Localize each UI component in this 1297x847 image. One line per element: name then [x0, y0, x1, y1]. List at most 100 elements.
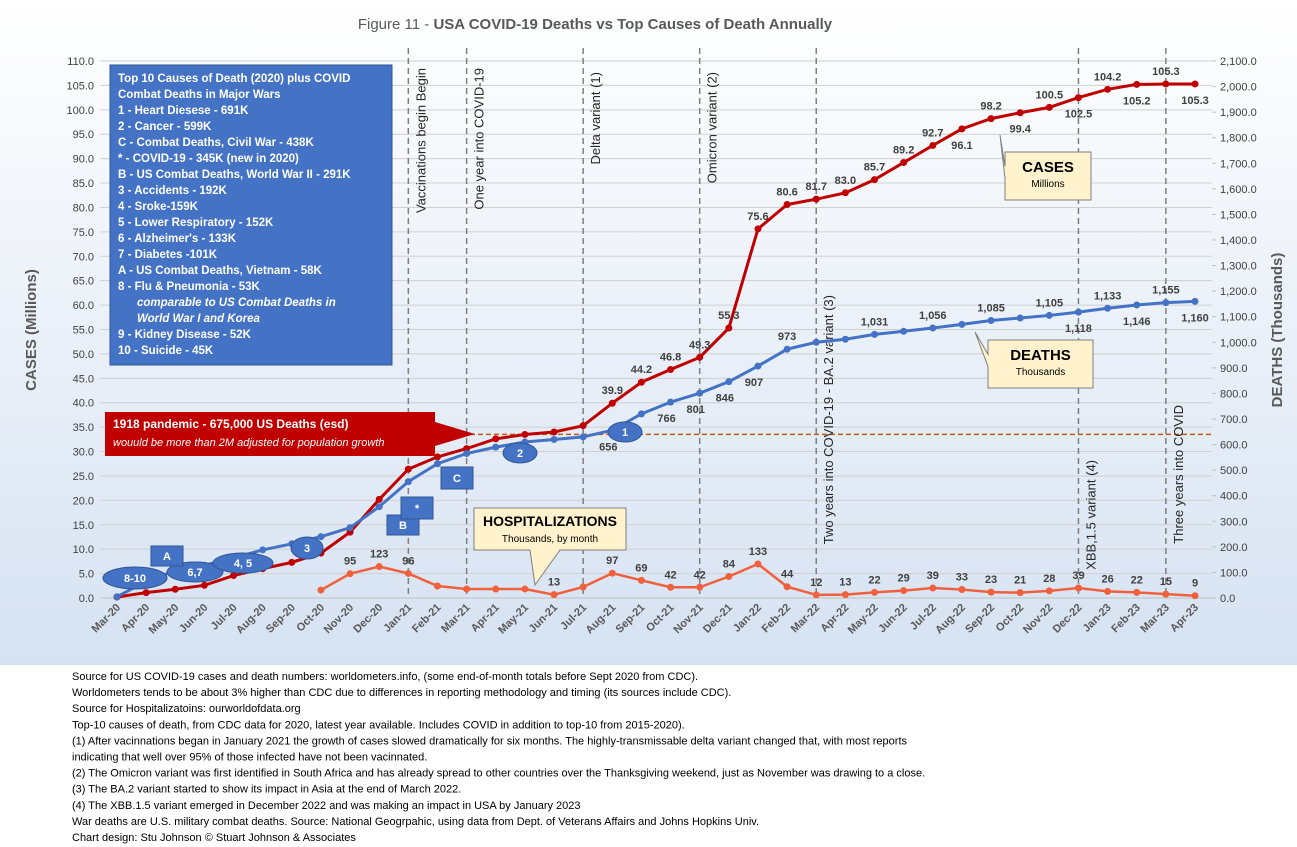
data-point: [1133, 80, 1141, 88]
data-label: 83.0: [835, 175, 856, 187]
data-point: [200, 581, 208, 589]
data-point: [725, 378, 733, 386]
data-label: 9: [1192, 578, 1198, 590]
legend-subtitle: Thousands, by month: [502, 534, 598, 545]
data-point: [113, 593, 121, 601]
data-label: 1,160: [1181, 312, 1209, 324]
legend-callout: HOSPITALIZATIONS Thousands, by month: [473, 507, 627, 587]
data-label: 33: [956, 572, 968, 584]
data-point: [433, 460, 441, 468]
y-tick-label: 65.0: [73, 276, 94, 288]
data-label: 1,118: [1065, 323, 1092, 335]
y2-tick-label: 1,000.0: [1220, 337, 1257, 349]
data-point: [725, 324, 733, 332]
data-point: [871, 330, 879, 338]
data-label: 92.7: [922, 127, 943, 139]
data-point: [550, 428, 558, 436]
data-label: 1,105: [1036, 297, 1064, 309]
causes-line: comparable to US Combat Deaths in: [137, 297, 336, 309]
y2-tick-label: 1,200.0: [1220, 286, 1257, 298]
y2-tick-label: 2,100.0: [1220, 56, 1257, 68]
y2-tick-label: 1,700.0: [1220, 158, 1257, 170]
data-point: [900, 159, 908, 167]
data-point: [754, 362, 762, 370]
data-label: 105.2: [1123, 95, 1151, 107]
data-label: 95: [344, 556, 356, 568]
causes-line: 7 - Diabetes -101K: [118, 249, 218, 261]
data-label: 1,146: [1123, 316, 1151, 328]
causes-line: 6 - Alzheimer's - 133K: [118, 233, 237, 245]
cause-marker-label: C: [453, 473, 461, 485]
y-tick-label: 45.0: [73, 373, 94, 385]
callout-shape: [999, 134, 1092, 201]
data-label: 39: [1072, 570, 1084, 582]
data-point: [1074, 94, 1082, 102]
data-point: [783, 583, 791, 591]
data-point: [550, 435, 558, 443]
footer-line: Chart design: Stu Johnson © Stuart Johns…: [72, 832, 356, 844]
y2-tick-label: 800.0: [1220, 388, 1248, 400]
footer-line: Top-10 causes of death, from CDC data fo…: [72, 719, 685, 731]
data-label: 69: [635, 562, 647, 574]
data-point: [812, 338, 820, 346]
footer-line: War deaths are U.S. military combat deat…: [72, 816, 759, 828]
data-label: 96.1: [951, 140, 972, 152]
data-label: 46.8: [660, 352, 681, 364]
data-point: [1074, 584, 1082, 592]
y2-tick-label: 500.0: [1220, 465, 1248, 477]
y-tick-label: 5.0: [79, 569, 94, 581]
event-label: Delta variant (1): [588, 72, 603, 164]
data-point: [1104, 85, 1112, 93]
data-point: [841, 335, 849, 343]
data-label: 84: [723, 559, 736, 571]
y-tick-label: 40.0: [73, 398, 94, 410]
data-point: [987, 115, 995, 123]
data-label: 1,031: [861, 316, 889, 328]
cause-marker-label: 6,7: [187, 567, 202, 579]
data-label: 98.2: [980, 101, 1001, 113]
causes-line: Top 10 Causes of Death (2020) plus COVID: [118, 73, 350, 85]
data-label: 22: [1131, 574, 1143, 586]
data-point: [841, 591, 849, 599]
data-point: [900, 327, 908, 335]
data-label: 89.2: [893, 145, 914, 157]
data-label: 42: [694, 569, 706, 581]
data-point: [404, 478, 412, 486]
footer-line: Worldometers tends to be about 3% higher…: [72, 687, 731, 699]
y-tick-label: 75.0: [73, 227, 94, 239]
data-point: [637, 576, 645, 584]
cause-marker: [607, 421, 643, 443]
data-label: 13: [839, 577, 851, 589]
data-point: [958, 125, 966, 133]
legend-entry: HOSPITALIZATIONS: [483, 513, 617, 529]
cause-marker: [502, 442, 538, 464]
data-point: [1133, 588, 1141, 596]
callout-shape: [974, 331, 1094, 389]
data-point: [346, 524, 354, 532]
data-point: [987, 588, 995, 596]
y-tick-label: 0.0: [79, 593, 94, 605]
data-point: [579, 422, 587, 430]
legend-entry: CASES: [1022, 159, 1074, 176]
data-point: [1191, 592, 1199, 600]
data-point: [696, 353, 704, 361]
y2-tick-label: 400.0: [1220, 491, 1248, 503]
data-point: [1162, 299, 1170, 307]
data-point: [1045, 311, 1053, 319]
y-tick-label: 95.0: [73, 129, 94, 141]
y2-tick-label: 1,600.0: [1220, 184, 1257, 196]
y-axis-label: CASES (Millions): [23, 269, 40, 391]
y-tick-label: 105.0: [66, 80, 94, 92]
cause-marker: [440, 466, 474, 490]
data-point: [637, 378, 645, 386]
data-label: 29: [898, 573, 910, 585]
data-label: 49.3: [689, 339, 710, 351]
event-label: Three years into COVID: [1171, 405, 1186, 544]
data-point: [463, 585, 471, 593]
data-label: 44: [781, 569, 794, 581]
y-tick-label: 25.0: [73, 471, 94, 483]
causes-line: B - US Combat Deaths, World War II - 291…: [118, 169, 351, 181]
data-label: 766: [657, 413, 675, 425]
causes-line: 9 - Kidney Disease - 52K: [118, 329, 252, 341]
data-point: [1133, 301, 1141, 309]
